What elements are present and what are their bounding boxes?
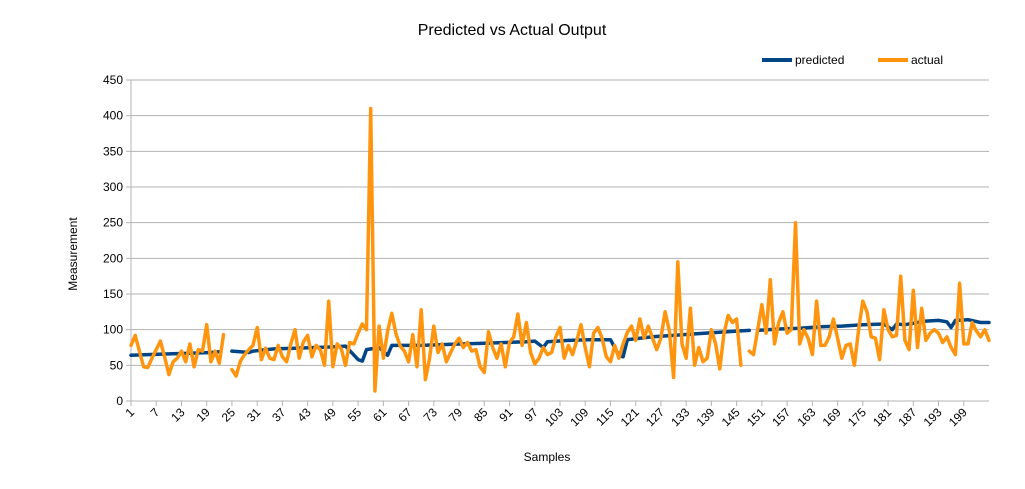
x-tick-label: 157 [769, 405, 793, 429]
x-tick-label: 85 [471, 405, 491, 425]
x-tick-label: 109 [567, 405, 591, 429]
x-tick-label: 169 [820, 405, 844, 429]
x-tick-label: 127 [643, 405, 667, 429]
x-axis-label: Samples [524, 450, 571, 464]
x-tick-label: 175 [845, 405, 869, 429]
y-tick-label: 350 [103, 144, 123, 158]
x-tick-label: 133 [668, 405, 692, 429]
y-axis-ticks: 0 50 100 150 200 250 300 350 400 450 [103, 73, 123, 408]
x-tick-label: 187 [895, 405, 919, 429]
y-tick-label: 250 [103, 216, 123, 230]
x-tick-label: 115 [593, 405, 617, 429]
y-axis-label: Measurement [66, 217, 80, 291]
chart-title: Predicted vs Actual Output [418, 22, 607, 39]
x-tick-label: 145 [719, 405, 743, 429]
x-tick-label: 43 [294, 405, 314, 425]
x-tick-label: 199 [946, 405, 970, 429]
y-tick-label: 50 [110, 358, 124, 372]
legend-label-actual: actual [911, 53, 943, 67]
x-tick-label: 7 [148, 405, 163, 420]
x-tick-label: 37 [269, 405, 289, 425]
x-tick-label: 1 [122, 405, 137, 420]
x-axis-ticks: 1 7 13 19 25 31 37 43 49 55 61 67 73 79 85 91 97 103 109 11… [122, 401, 970, 429]
series-line-actual [129, 106, 991, 393]
x-tick-label: 55 [345, 405, 365, 425]
x-tick-label: 25 [219, 405, 239, 425]
grid-lines [126, 79, 989, 402]
x-tick-label: 181 [870, 405, 894, 429]
x-tick-label: 91 [496, 405, 516, 425]
x-tick-label: 13 [168, 405, 188, 425]
x-tick-label: 97 [522, 405, 542, 425]
x-tick-label: 139 [693, 405, 717, 429]
x-tick-label: 103 [542, 405, 566, 429]
x-tick-label: 67 [395, 405, 415, 425]
y-tick-label: 300 [103, 180, 123, 194]
y-tick-label: 200 [103, 251, 123, 265]
x-tick-label: 31 [244, 405, 264, 425]
legend: predicted actual [762, 53, 943, 67]
x-tick-label: 73 [421, 405, 441, 425]
y-tick-label: 150 [103, 287, 123, 301]
y-tick-label: 450 [103, 73, 123, 87]
x-tick-label: 61 [370, 405, 390, 425]
x-tick-label: 151 [744, 405, 768, 429]
y-tick-label: 400 [103, 109, 123, 123]
legend-label-predicted: predicted [795, 53, 844, 67]
x-tick-label: 49 [320, 405, 340, 425]
x-tick-label: 19 [193, 405, 213, 425]
x-tick-label: 163 [794, 405, 818, 429]
x-tick-label: 193 [921, 405, 945, 429]
x-tick-label: 121 [618, 405, 642, 429]
series-lines [129, 106, 991, 402]
y-tick-label: 0 [116, 394, 123, 408]
y-tick-label: 100 [103, 323, 123, 337]
x-tick-label: 79 [446, 405, 466, 425]
